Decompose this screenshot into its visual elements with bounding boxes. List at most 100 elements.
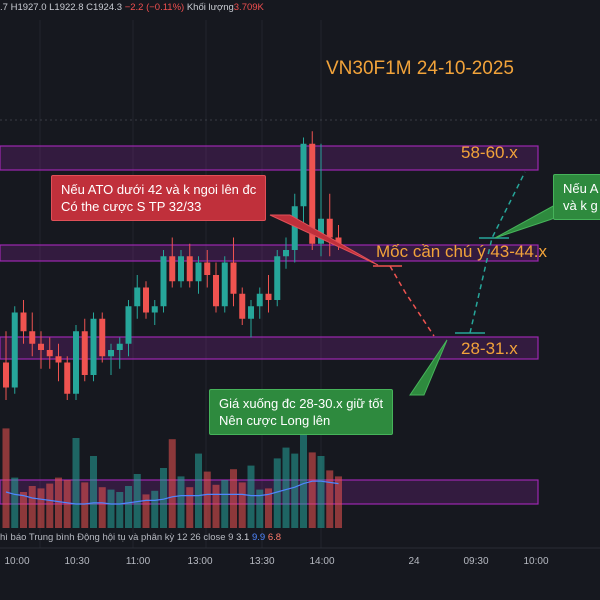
zone-box-1 [0,244,539,262]
candle-body [326,218,333,238]
short-projection-line [389,265,435,337]
macd-panel [5,480,339,505]
volume-bar [98,487,106,528]
candle-body [256,293,263,307]
volume-value: 3.709K [233,2,264,13]
candle-body [204,262,211,275]
time-tick-label: 14:00 [309,556,335,567]
volume-bar [20,492,27,528]
callout-long-scenario[interactable]: Giá xuống đc 28-30.x giữ tốt Nên cược Lo… [209,389,394,435]
zone-box-0 [0,145,539,171]
volume-bar [265,488,272,528]
time-tick-label: 13:30 [249,556,275,567]
time-tick-label: 10:00 [523,556,549,567]
volume-bar [142,494,150,528]
candle-body [160,256,167,307]
macd-value-1: 3.1 [236,532,250,543]
short-callout-pointer [269,214,379,266]
callout-long-line2: Nên cược Long lên [219,413,331,428]
candle-body [239,293,246,319]
volume-bar [177,476,185,528]
volume-bar [273,458,281,528]
volume-bar [160,468,167,528]
volume-bar [221,480,229,528]
volume-bar [335,476,342,528]
volume-bar [300,410,307,528]
volume-bar [46,483,54,528]
volume-bar [247,465,255,528]
volume-bar [90,456,97,528]
time-tick-label: 24 [408,556,420,567]
candles [3,131,342,400]
candle-body [300,143,307,207]
volume-bar [212,484,220,528]
ohlc-prefix: .7 [0,2,8,13]
macd-signal-line [5,480,339,505]
candle-body [116,343,123,350]
volume-bar [203,471,211,528]
callout-right-line1: Nếu A [563,181,599,196]
volume-bar [2,428,10,528]
candle-body [55,356,62,363]
volume-bar [72,438,80,528]
chart-title: VN30F1M 24-10-2025 [326,58,514,79]
ohlc-high: H1927.0 [10,2,47,13]
ohlc-readout: .7 H1927.0 L1922.8 C1924.3 −2.2 (−0.11%)… [0,2,264,13]
volume-bar [308,452,316,528]
callout-short-scenario[interactable]: Nếu ATO dưới 42 và k ngoi lên đc Có the … [51,175,267,221]
candle-body [81,331,88,375]
candle-body [3,362,9,388]
candle-body [38,343,44,350]
volume-bar [81,482,89,528]
callout-right-scenario[interactable]: Nếu A và k g [553,174,600,220]
callout-right-line2: và k g [563,198,598,213]
candle-body [178,256,184,282]
volume-bar [55,477,62,528]
candle-body [64,362,71,394]
candle-body [248,306,254,319]
zone-label-mid: Mốc cần chú ý 43-44.x [376,242,548,261]
candle-body [20,312,27,332]
volume-bar [186,487,194,528]
time-tick-label: 11:00 [125,556,151,567]
candle-body [108,350,114,357]
candle-body [11,312,18,388]
macd-value-3: 6.8 [267,532,282,543]
time-tick-label: 13:00 [187,556,213,567]
volume-bar [168,439,176,528]
volume-bars [2,410,342,528]
candle-body [29,331,36,344]
volume-bar [317,456,325,528]
volume-bar [195,453,202,528]
long-callout-pointer [409,339,448,396]
callout-long-line1: Giá xuống đc 28-30.x giữ tốt [219,396,384,411]
candle-body [125,306,132,344]
callout-pointers [269,204,556,396]
candle-body [283,250,289,257]
volume-bar [291,453,299,528]
volume-bar [28,486,36,528]
volume-bar [282,447,290,528]
candle-body [46,350,53,357]
candle-body [99,318,106,357]
volume-bar [256,489,264,528]
volume-bar [326,470,334,528]
candle-body [309,143,316,244]
volume-bar [238,482,246,528]
ohlc-low: L1922.8 [49,2,84,13]
volume-bar [151,490,159,528]
zone-label-low: 28-31.x [461,339,518,358]
volume-bar [116,492,124,528]
volume-bar [125,486,132,528]
candle-body [151,306,158,313]
candle-body [291,206,298,250]
callout-short-line1: Nếu ATO dưới 42 và k ngoi lên đc [61,182,257,197]
candle-body [186,256,193,282]
projection-lines [373,171,526,337]
candle-body [230,262,237,294]
candle-body [265,293,272,300]
time-tick-label: 10:30 [64,556,90,567]
volume-bar [11,477,19,528]
